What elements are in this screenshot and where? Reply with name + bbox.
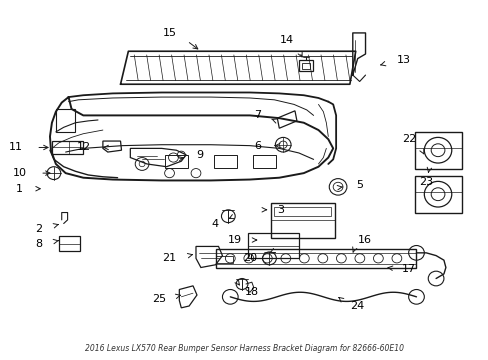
Bar — [215, 249, 416, 267]
Bar — [414, 132, 461, 168]
Bar — [271, 203, 334, 238]
Bar — [164, 155, 188, 168]
Text: 1: 1 — [16, 184, 22, 194]
Text: 23: 23 — [418, 177, 432, 187]
Bar — [213, 155, 237, 168]
Text: 13: 13 — [396, 55, 410, 66]
Bar — [274, 207, 330, 216]
Bar — [247, 233, 298, 258]
Text: 25: 25 — [152, 294, 166, 304]
Text: 8: 8 — [35, 239, 42, 249]
Text: 17: 17 — [401, 264, 415, 274]
Bar — [56, 109, 75, 132]
Text: 19: 19 — [227, 235, 242, 245]
Text: 12: 12 — [77, 143, 91, 153]
Text: 10: 10 — [12, 168, 26, 178]
Text: 2: 2 — [35, 224, 42, 234]
Bar — [59, 237, 80, 251]
Bar — [52, 141, 83, 154]
Text: 7: 7 — [254, 111, 261, 120]
Bar — [215, 256, 233, 263]
Text: 6: 6 — [254, 141, 261, 150]
Bar — [252, 155, 276, 168]
Bar — [414, 176, 461, 212]
Text: 16: 16 — [357, 235, 371, 245]
Bar — [301, 63, 309, 69]
Text: 15: 15 — [162, 28, 176, 38]
Bar — [215, 253, 416, 264]
Text: 22: 22 — [402, 134, 416, 144]
Text: 14: 14 — [279, 35, 293, 45]
Text: 18: 18 — [244, 287, 259, 297]
Text: 21: 21 — [162, 253, 176, 264]
Text: 4: 4 — [211, 219, 218, 229]
Text: 5: 5 — [355, 180, 362, 190]
Text: 11: 11 — [8, 143, 22, 153]
Text: 20: 20 — [243, 253, 257, 264]
Text: 3: 3 — [277, 205, 284, 215]
Text: 9: 9 — [196, 150, 203, 160]
Text: 2016 Lexus LX570 Rear Bumper Sensor Harness Bracket Diagram for 82666-60E10: 2016 Lexus LX570 Rear Bumper Sensor Harn… — [85, 345, 403, 354]
Text: 24: 24 — [349, 301, 364, 311]
Bar — [298, 60, 312, 71]
